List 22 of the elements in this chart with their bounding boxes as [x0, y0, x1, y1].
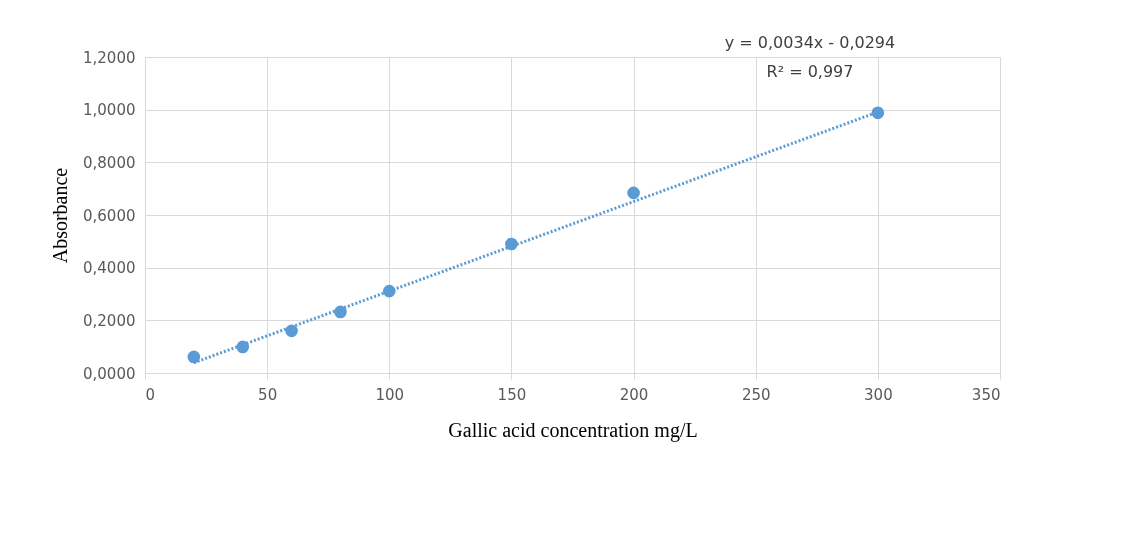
y-tick-label: 0,6000 [83, 206, 136, 225]
point [627, 186, 640, 200]
y-tick-label: 0,8000 [83, 153, 136, 172]
x-tick-label: 0 [145, 385, 156, 404]
x-tick-label: 150 [497, 385, 527, 404]
text: y = 0,0034x - 0,0294 [724, 33, 896, 52]
annotation: R² = 0,997 [766, 62, 854, 81]
x-tick-label: 50 [258, 385, 278, 404]
y-axis-title: Absorbance [49, 167, 72, 264]
point [871, 106, 885, 120]
x-tick-label: 200 [619, 385, 649, 404]
y-tick-label: 0,4000 [83, 259, 136, 278]
y-tick-label: 1,0000 [83, 101, 136, 120]
y-tick-label: 1,2000 [83, 48, 136, 67]
point [187, 350, 201, 364]
x-tick-label: 300 [864, 385, 893, 404]
x-tick-label: 100 [375, 385, 405, 404]
x-axis-title: Gallic acid concentration mg/L [448, 418, 698, 442]
y-tick-label: 0,2000 [83, 311, 136, 330]
x-tick-label: 250 [741, 385, 771, 404]
y-tick-label: 0,0000 [83, 364, 136, 383]
x-tick-label: 350 [971, 385, 1001, 404]
